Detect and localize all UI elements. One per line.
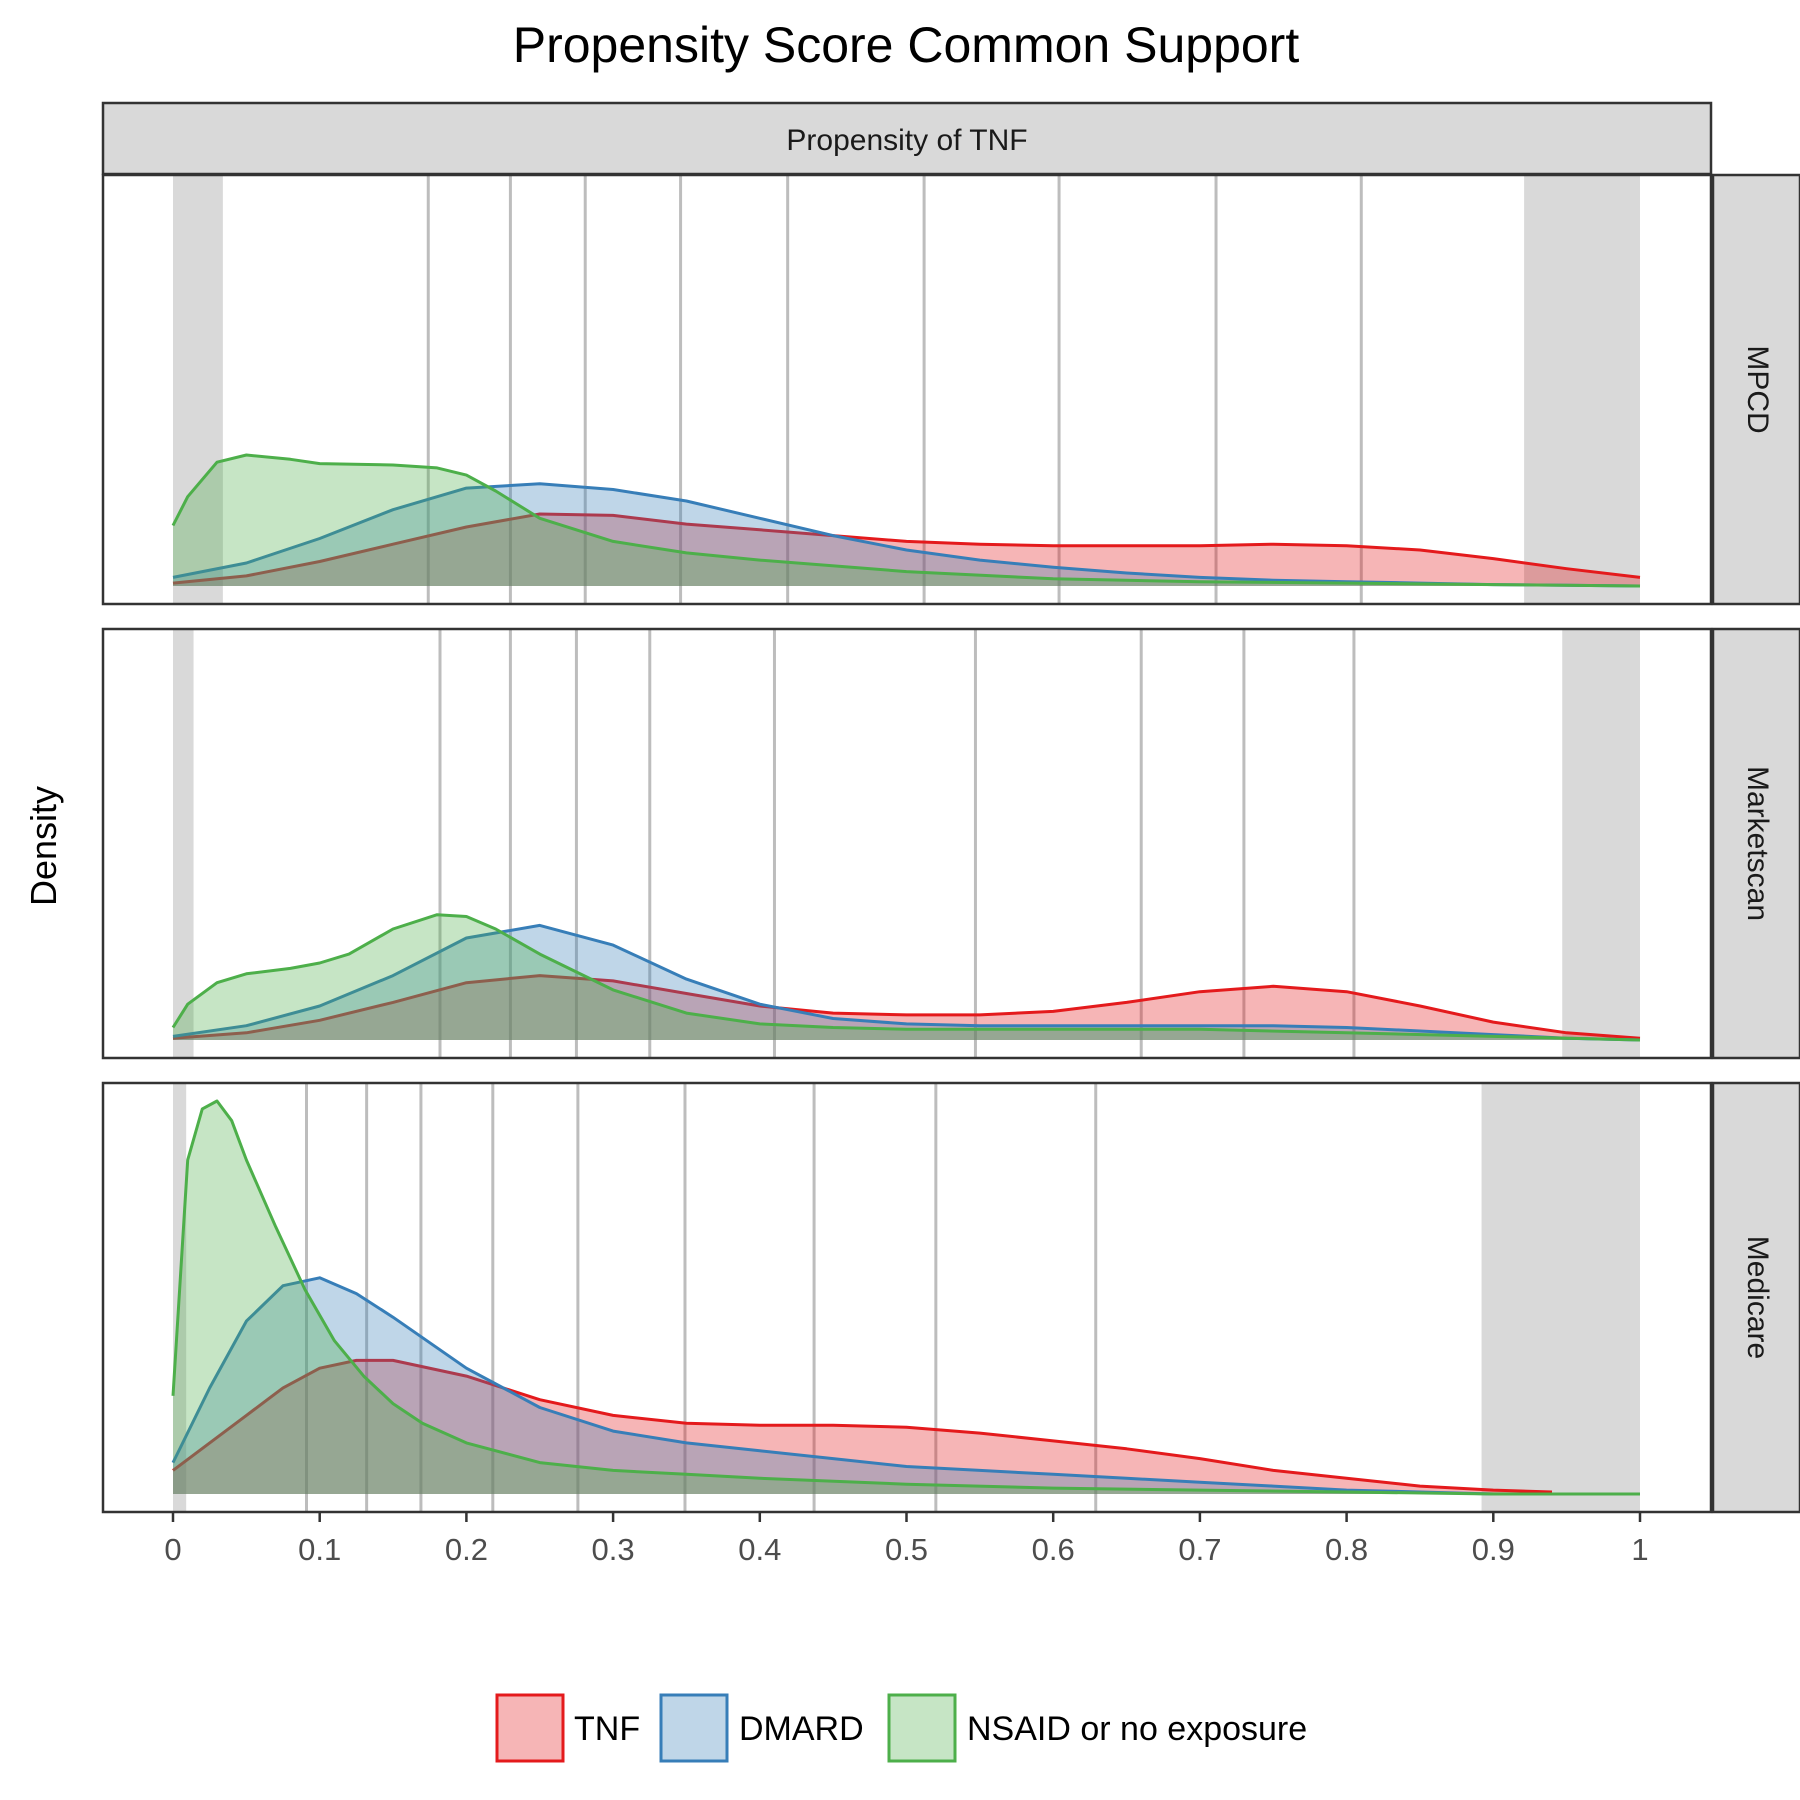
x-axis: 0 0.1 0.2 0.3 0.4 0.5 0.6 0.7 0.8 0.9 1 <box>164 1512 1649 1567</box>
trim-region-right <box>1562 629 1640 1058</box>
x-tick-label: 0.6 <box>1032 1532 1075 1567</box>
x-tick-label: 0.8 <box>1325 1532 1368 1567</box>
density-line-nsaid-or-no-exposure <box>171 913 1641 1042</box>
density-area-dmard <box>173 1277 1640 1494</box>
panel-border <box>101 173 1713 606</box>
legend-label-dmard: DMARD <box>739 1710 864 1748</box>
density-area-nsaid-or-no-exposure <box>173 914 1640 1040</box>
legend-key-tnf <box>495 1693 565 1763</box>
density-line-tnf <box>172 974 1641 1040</box>
panel-marketscan: Marketscan <box>101 627 1800 1060</box>
y-axis-label: Density <box>23 786 64 906</box>
column-strip <box>101 101 1713 176</box>
legend-label-nsaid: NSAID or no exposure <box>967 1710 1307 1748</box>
panel-background <box>103 629 1711 1058</box>
legend: TNF DMARD NSAID or no exposure <box>495 1693 1307 1763</box>
density-line-dmard <box>172 923 1641 1042</box>
facet-panels: MPCD Marketscan Medicare <box>101 173 1800 1514</box>
panel-background <box>103 175 1711 604</box>
panel-medicare: Medicare <box>101 1081 1800 1514</box>
row-strip-label: Medicare <box>1741 1236 1774 1359</box>
density-area-nsaid-or-no-exposure <box>173 455 1640 586</box>
column-strip-label: Propensity of TNF <box>786 124 1027 157</box>
x-tick-label: 0.2 <box>445 1532 488 1567</box>
legend-label-tnf: TNF <box>574 1710 640 1748</box>
legend-key-nsaid <box>887 1693 957 1763</box>
trim-region-left <box>173 629 194 1058</box>
row-strip-label: Marketscan <box>1741 766 1774 921</box>
x-tick-label: 0 <box>164 1532 181 1567</box>
density-area-nsaid-or-no-exposure <box>173 1101 1640 1494</box>
x-tick-label: 0.5 <box>885 1532 928 1567</box>
chart-title: Propensity Score Common Support <box>513 17 1300 73</box>
density-line-tnf <box>172 512 1641 585</box>
density-area-tnf <box>173 975 1640 1040</box>
density-line-nsaid-or-no-exposure <box>171 453 1641 588</box>
trim-region-right <box>1524 175 1640 604</box>
density-line-tnf <box>172 1358 1553 1494</box>
row-strip <box>1711 627 1800 1060</box>
row-strip <box>1711 1081 1800 1514</box>
density-area-dmard <box>173 483 1640 586</box>
x-tick-label: 0.4 <box>738 1532 781 1567</box>
density-line-nsaid-or-no-exposure <box>171 1099 1640 1496</box>
density-line-dmard <box>171 1276 1640 1496</box>
x-tick-label: 0.7 <box>1178 1532 1221 1567</box>
panel-mpcd: MPCD <box>101 173 1800 606</box>
row-strip <box>1711 173 1800 606</box>
panel-border <box>101 627 1713 1060</box>
trim-region-left <box>173 175 223 604</box>
legend-key-dmard <box>659 1693 729 1763</box>
panel-background <box>103 1083 1711 1512</box>
trim-region-right <box>1481 1083 1640 1512</box>
x-tick-label: 0.1 <box>298 1532 341 1567</box>
x-tick-label: 0.9 <box>1472 1532 1515 1567</box>
x-tick-label: 1 <box>1631 1532 1648 1567</box>
row-strip-label: MPCD <box>1741 345 1774 433</box>
x-tick-label: 0.3 <box>592 1532 635 1567</box>
